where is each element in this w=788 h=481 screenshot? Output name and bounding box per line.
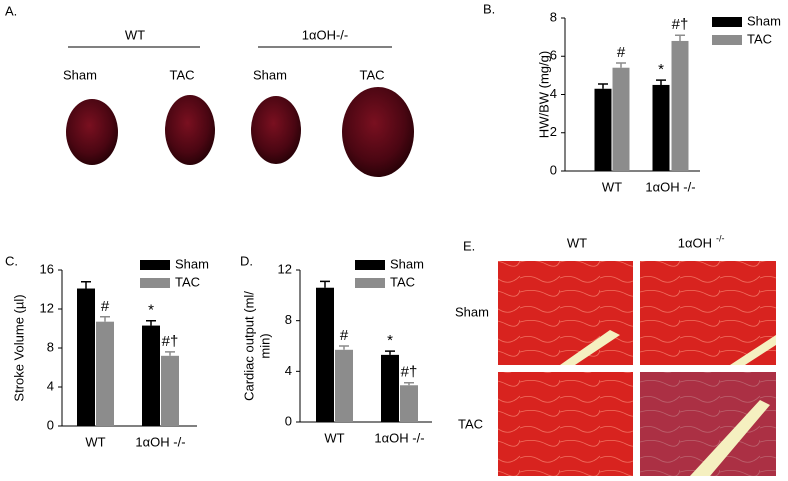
- significance-label: *: [148, 302, 154, 319]
- legend-swatch: [140, 260, 170, 270]
- bar: [316, 287, 334, 422]
- y-tick-label: 0: [285, 413, 292, 428]
- legend-label: Sham: [747, 13, 781, 28]
- y-tick-label: 2: [550, 124, 557, 139]
- error-bar: [339, 345, 349, 350]
- y-tick-label: 8: [285, 312, 292, 327]
- legend-label: TAC: [390, 274, 415, 289]
- error-bar: [598, 83, 608, 89]
- y-tick-label: 12: [40, 300, 54, 315]
- x-tick-label: WT: [85, 434, 105, 449]
- bar: [335, 349, 353, 422]
- group-label: WT: [125, 27, 145, 42]
- significance-label: #†: [162, 333, 179, 350]
- x-tick-label: 1αOH -/-: [135, 434, 185, 449]
- legend-label: Sham: [390, 256, 424, 271]
- panel-label: D.: [240, 253, 253, 268]
- x-tick-label: 1αOH -/-: [645, 179, 695, 194]
- y-tick-label: 4: [285, 363, 292, 378]
- error-bar: [656, 79, 666, 85]
- y-axis-label: Cardiac output (ml/: [241, 291, 256, 401]
- y-tick-label: 8: [47, 339, 54, 354]
- row-label: Sham: [455, 304, 489, 319]
- significance-label: #: [340, 327, 349, 344]
- panel-label: B.: [483, 1, 495, 16]
- significance-label: #: [101, 298, 110, 315]
- error-bar: [81, 280, 91, 289]
- significance-label: #: [617, 44, 626, 61]
- bar: [594, 88, 612, 171]
- heart-image: [251, 96, 301, 164]
- legend-label: Sham: [175, 256, 209, 271]
- histology-image: [640, 261, 776, 365]
- x-tick-label: WT: [602, 179, 622, 194]
- significance-label: #†: [401, 364, 418, 381]
- error-bar: [385, 350, 395, 355]
- error-bar: [165, 351, 175, 356]
- panel-label: A.: [5, 3, 17, 18]
- y-axis-label: Stroke Volume (µl): [11, 294, 26, 401]
- bar: [161, 355, 179, 426]
- bar: [612, 67, 630, 171]
- heart-image: [165, 95, 215, 165]
- column-label-superscript: -/-: [716, 233, 725, 243]
- bar: [96, 321, 114, 426]
- legend-swatch: [140, 278, 170, 288]
- y-tick-label: 12: [278, 261, 292, 276]
- legend-label: TAC: [747, 31, 772, 46]
- bar: [381, 354, 399, 422]
- y-tick-label: 0: [550, 162, 557, 177]
- panel-label: E.: [463, 238, 475, 253]
- y-tick-label: 0: [47, 417, 54, 432]
- panel-label: C.: [5, 253, 18, 268]
- histology-image: [498, 261, 633, 365]
- bar: [400, 385, 418, 422]
- bar: [142, 325, 160, 426]
- y-axis-label: min): [257, 333, 272, 358]
- x-tick-label: 1αOH -/-: [374, 430, 424, 445]
- histology-image: [498, 372, 633, 476]
- y-tick-label: 6: [550, 48, 557, 63]
- row-label: TAC: [458, 416, 483, 431]
- legend-swatch: [712, 17, 742, 27]
- y-tick-label: 8: [550, 9, 557, 24]
- condition-label: TAC: [169, 67, 194, 82]
- condition-label: Sham: [253, 67, 287, 82]
- bar: [652, 84, 670, 171]
- bar: [671, 40, 689, 172]
- condition-label: Sham: [63, 67, 97, 82]
- legend-label: TAC: [175, 274, 200, 289]
- y-tick-label: 4: [550, 86, 557, 101]
- legend-swatch: [712, 35, 742, 45]
- column-label: 1αOH: [678, 235, 712, 250]
- error-bar: [616, 62, 626, 68]
- y-tick-label: 4: [47, 378, 54, 393]
- error-bar: [146, 319, 156, 326]
- legend-swatch: [355, 260, 385, 270]
- significance-label: #†: [672, 16, 689, 33]
- error-bar: [675, 34, 685, 41]
- group-label: 1αOH-/-: [302, 27, 349, 42]
- error-bar: [320, 280, 330, 288]
- legend-swatch: [355, 278, 385, 288]
- error-bar: [404, 381, 414, 386]
- heart-image: [342, 87, 414, 177]
- significance-label: *: [387, 332, 393, 349]
- heart-image: [66, 99, 118, 165]
- y-tick-label: 16: [40, 261, 54, 276]
- column-label: WT: [567, 235, 587, 250]
- y-axis-label: HW/BW (mg/g): [536, 51, 551, 138]
- significance-label: *: [658, 61, 664, 78]
- bar: [77, 288, 95, 426]
- error-bar: [100, 316, 110, 322]
- x-tick-label: WT: [324, 430, 344, 445]
- condition-label: TAC: [359, 67, 384, 82]
